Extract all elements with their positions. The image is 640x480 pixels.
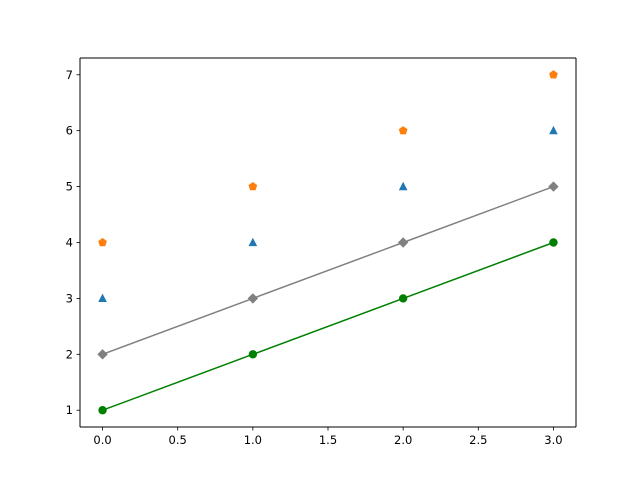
series-layer [97, 70, 559, 415]
y-tick-label: 3 [66, 291, 73, 305]
series-1-point-1 [247, 293, 259, 304]
series-2 [98, 125, 558, 303]
series-0 [98, 238, 558, 415]
x-tick-label: 3.0 [544, 433, 562, 447]
series-1-line [102, 185, 554, 356]
series-3-point-2 [398, 126, 408, 135]
series-0-point-2 [398, 294, 408, 303]
y-tick-label: 1 [66, 403, 73, 417]
series-0-line [102, 241, 554, 411]
series-2-point-1 [248, 237, 258, 247]
x-tick-label: 2.0 [394, 433, 412, 447]
series-3-point-0 [98, 237, 107, 247]
y-tick-label: 7 [66, 68, 73, 82]
y-tick-label: 5 [66, 180, 73, 194]
series-3-point-1 [248, 181, 258, 191]
series-2-point-2 [398, 181, 408, 191]
x-tick-label: 2.5 [469, 433, 487, 447]
ticks-layer: 0.0 0.5 1.0 1.5 2.0 2.5 3.0 1 2 3 4 5 6 7 [66, 68, 563, 447]
series-3 [98, 70, 558, 247]
series-1-point-0 [97, 349, 108, 360]
series-1 [97, 181, 559, 360]
series-0-point-3 [549, 238, 558, 247]
series-0-point-0 [98, 406, 107, 415]
series-3-point-3 [549, 70, 558, 79]
y-tick-label: 4 [66, 236, 73, 250]
series-0-point-1 [248, 350, 258, 359]
series-1-point-3 [548, 181, 559, 192]
series-1-point-2 [397, 237, 409, 248]
plot-area [80, 58, 576, 427]
x-tick-label: 1.5 [319, 433, 337, 447]
x-tick-label: 0.0 [93, 433, 111, 447]
x-tick-label: 1.0 [244, 433, 262, 447]
x-tick-label: 0.5 [169, 433, 187, 447]
series-2-point-0 [98, 293, 107, 303]
y-tick-label: 6 [66, 124, 73, 138]
y-tick-label: 2 [66, 347, 73, 361]
series-2-point-3 [549, 125, 558, 135]
